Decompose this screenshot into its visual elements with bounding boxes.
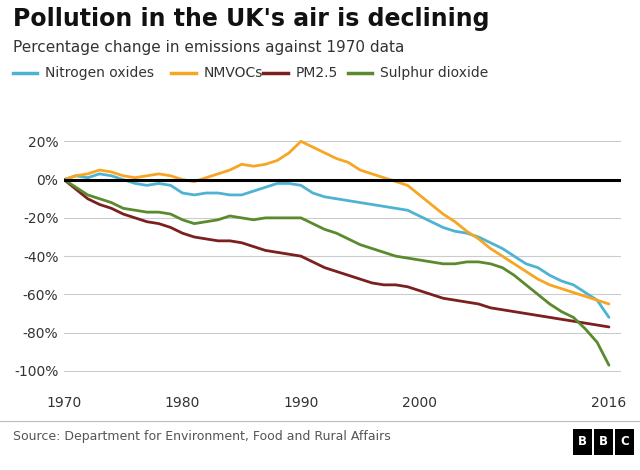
Text: Nitrogen oxides: Nitrogen oxides xyxy=(45,66,154,80)
Text: Pollution in the UK's air is declining: Pollution in the UK's air is declining xyxy=(13,7,490,31)
Text: Source: Department for Environment, Food and Rural Affairs: Source: Department for Environment, Food… xyxy=(13,430,390,443)
Text: PM2.5: PM2.5 xyxy=(295,66,338,80)
Text: C: C xyxy=(620,435,629,448)
Text: Sulphur dioxide: Sulphur dioxide xyxy=(380,66,488,80)
Text: NMVOCs: NMVOCs xyxy=(203,66,262,80)
Text: B: B xyxy=(599,435,608,448)
Text: Percentage change in emissions against 1970 data: Percentage change in emissions against 1… xyxy=(13,40,404,55)
Text: B: B xyxy=(578,435,587,448)
